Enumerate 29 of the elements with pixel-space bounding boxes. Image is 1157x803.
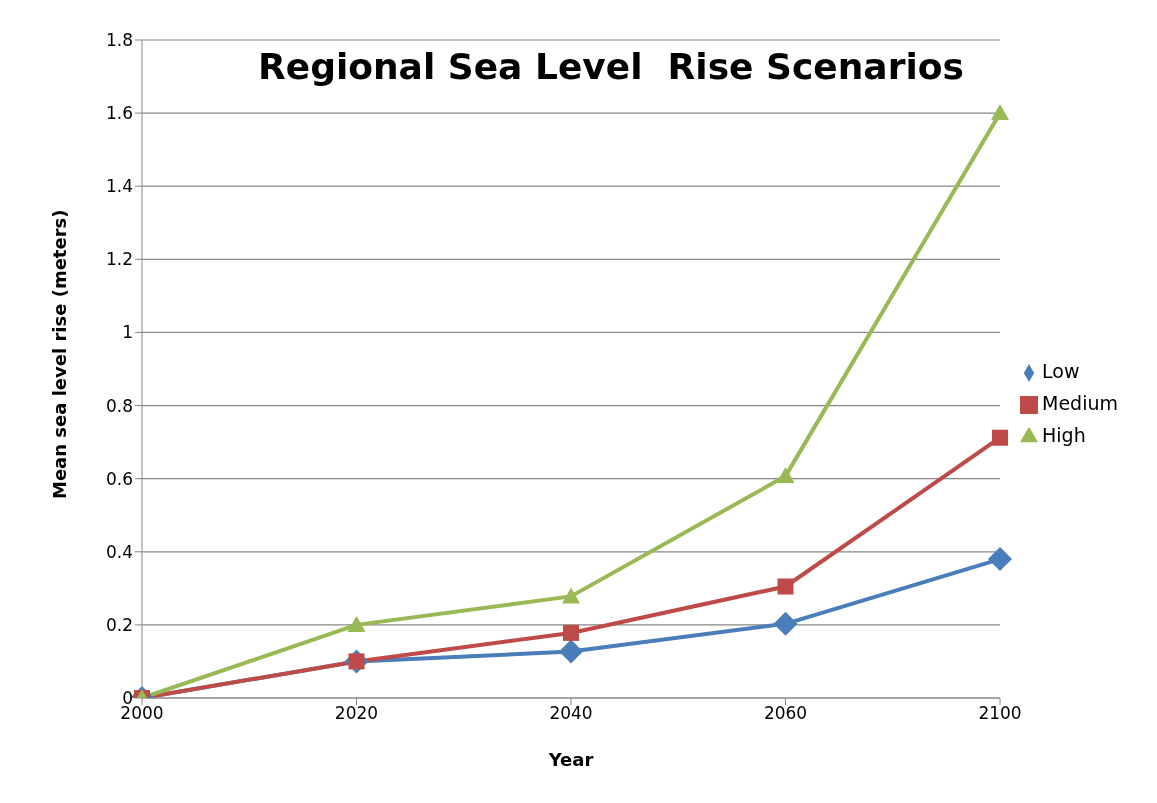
y-axis-title: Mean sea level rise (meters) [49, 209, 71, 499]
y-tick-label: 1.6 [105, 103, 133, 124]
y-tick-label: 0.6 [105, 468, 133, 489]
x-tick-label: 2060 [763, 703, 808, 724]
point [563, 624, 580, 641]
legend-label: Medium [1042, 392, 1118, 414]
point [776, 467, 795, 484]
x-tick-label: 2020 [334, 703, 379, 724]
point [992, 429, 1009, 446]
point [777, 578, 794, 595]
y-tick-label: 0.8 [105, 395, 133, 416]
y-tick-label: 0.2 [105, 614, 133, 635]
point [562, 587, 581, 604]
x-tick-label: 2100 [978, 703, 1022, 724]
chart-title: Regional Sea Level Rise Scenarios [258, 46, 964, 87]
y-tick-label: 1.8 [105, 30, 133, 51]
y-tick-label: 0.4 [105, 541, 133, 562]
point [347, 615, 366, 632]
y-tick-label: 1.2 [105, 249, 133, 270]
legend-label: High [1042, 424, 1086, 446]
y-tick-label: 1 [122, 322, 133, 343]
point [991, 104, 1010, 121]
point [559, 639, 584, 664]
y-tick-label: 1.4 [105, 176, 133, 197]
x-tick-label: 2040 [549, 703, 593, 724]
x-axis-title: Year [547, 749, 594, 770]
point [773, 611, 798, 636]
legend-label: Low [1042, 360, 1080, 382]
point [988, 547, 1013, 572]
